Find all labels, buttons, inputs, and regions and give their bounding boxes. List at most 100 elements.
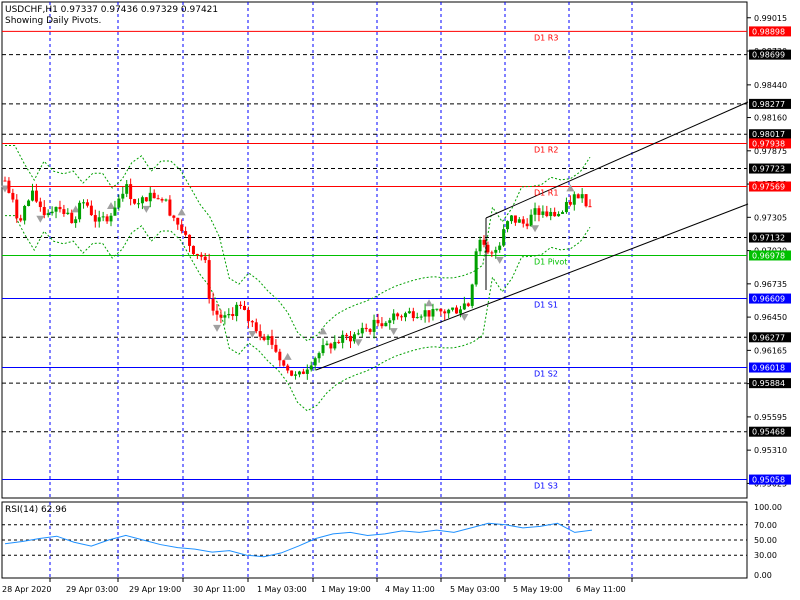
price-tick-label: 0.95595 — [754, 413, 787, 422]
price-label-text: 0.95468 — [752, 428, 785, 437]
candle-body — [474, 251, 478, 285]
price-label-text: 0.96018 — [752, 364, 785, 373]
price-label-box — [749, 98, 791, 109]
fractal-marker — [354, 339, 363, 347]
candle-body — [419, 316, 423, 318]
price-label-text: 0.97569 — [752, 183, 785, 192]
price-tick-label: 0.96165 — [754, 346, 787, 355]
candle-body — [545, 211, 549, 217]
candle-body — [109, 215, 113, 222]
candle-body — [541, 211, 545, 215]
price-label-box — [749, 362, 791, 373]
candle-body — [352, 334, 356, 342]
candle-body — [227, 313, 231, 316]
candle-body — [513, 215, 517, 223]
time-tick-label: 5 May 19:00 — [513, 585, 563, 594]
rsi-tick-label: 100.00 — [754, 503, 782, 512]
price-label-text: 0.98898 — [752, 27, 785, 36]
price-label-text: 0.98017 — [752, 130, 785, 139]
pivot-level-label: D1 Pivot — [534, 257, 567, 266]
candle-body — [270, 336, 274, 345]
candle-body — [337, 341, 341, 343]
candle-body — [144, 197, 148, 202]
candle-body — [325, 343, 329, 346]
candle-body — [423, 310, 427, 317]
candle-body — [254, 322, 258, 332]
symbol-info: USDCHF,H1 0.97337 0.97436 0.97329 0.9742… — [5, 5, 218, 15]
candle-body — [160, 199, 164, 201]
candle-body — [462, 303, 466, 310]
price-label-box — [749, 49, 791, 60]
candle-body — [415, 317, 419, 319]
candle-body — [400, 316, 404, 318]
candle-body — [133, 199, 137, 204]
upper-trendline[interactable] — [485, 101, 749, 219]
candle-body — [494, 249, 498, 253]
candle-body — [392, 313, 396, 321]
candle-body — [447, 309, 451, 314]
price-label-box — [749, 26, 791, 37]
candle-body — [506, 221, 510, 230]
candle-body — [188, 234, 192, 246]
candle-body — [470, 284, 474, 306]
time-tick-label: 1 May 03:00 — [257, 585, 307, 594]
candle-body — [333, 341, 337, 349]
price-tick-label: 0.95310 — [754, 446, 787, 455]
price-label-box — [749, 474, 791, 485]
candle-body — [38, 201, 42, 208]
candle-body — [411, 311, 415, 319]
candle-body — [282, 360, 286, 366]
price-tick-label: 0.97305 — [754, 213, 787, 222]
price-label-text: 0.96277 — [752, 333, 785, 342]
candle-body — [199, 254, 203, 257]
candle-body — [121, 193, 125, 199]
pivot-note: Showing Daily Pivots. — [5, 16, 101, 26]
candle-body — [250, 321, 254, 323]
rsi-line — [4, 522, 593, 558]
candle-body — [502, 229, 506, 246]
price-tick-label: 0.98160 — [754, 114, 787, 123]
price-label-box — [749, 378, 791, 389]
price-label-text: 0.96978 — [752, 251, 785, 260]
candle-body — [78, 202, 82, 220]
price-label-text: 0.97723 — [752, 165, 785, 174]
lower-trendline[interactable] — [315, 203, 749, 371]
candle-body — [376, 319, 380, 324]
candle-body — [533, 208, 537, 215]
candle-body — [341, 334, 345, 343]
candle-body — [309, 365, 313, 370]
candle-body — [427, 310, 431, 317]
candle-body — [23, 205, 27, 221]
candle-body — [82, 202, 86, 204]
price-tick-label: 0.98440 — [754, 81, 787, 90]
candle-body — [360, 327, 364, 334]
candle-body — [435, 308, 439, 310]
pivot-level-label: D1 R1 — [534, 189, 558, 198]
candle-body — [478, 239, 482, 252]
candle-body — [372, 319, 376, 332]
candle-body — [223, 315, 227, 318]
candle-body — [584, 194, 588, 207]
candle-body — [152, 192, 156, 199]
rsi-tick-label: 70.00 — [754, 521, 777, 530]
rsi-tick-label: 30.00 — [754, 551, 777, 560]
time-axis: 28 Apr 2020 29 Apr 03:00 29 Apr 19:00 30 Ap… — [2, 578, 633, 594]
price-label-box — [749, 426, 791, 437]
candle-body — [297, 371, 301, 375]
candle-body — [384, 322, 388, 327]
price-tick-label: 0.97875 — [754, 147, 787, 156]
time-tick-label: 28 Apr 2020 — [2, 585, 51, 594]
candle-body — [140, 197, 144, 204]
trend-channel[interactable] — [315, 101, 749, 371]
candle-body — [89, 205, 93, 216]
candle-body — [97, 217, 101, 222]
candle-body — [403, 313, 407, 318]
pivot-level-label: D1 R3 — [534, 33, 558, 42]
fractal-marker — [71, 205, 80, 213]
candle-body — [490, 252, 494, 254]
candle-body — [388, 320, 392, 323]
price-axis: 0.990150.987300.984400.981600.978750.975… — [747, 14, 791, 488]
candle-body — [70, 212, 74, 224]
candle-body — [439, 308, 443, 312]
